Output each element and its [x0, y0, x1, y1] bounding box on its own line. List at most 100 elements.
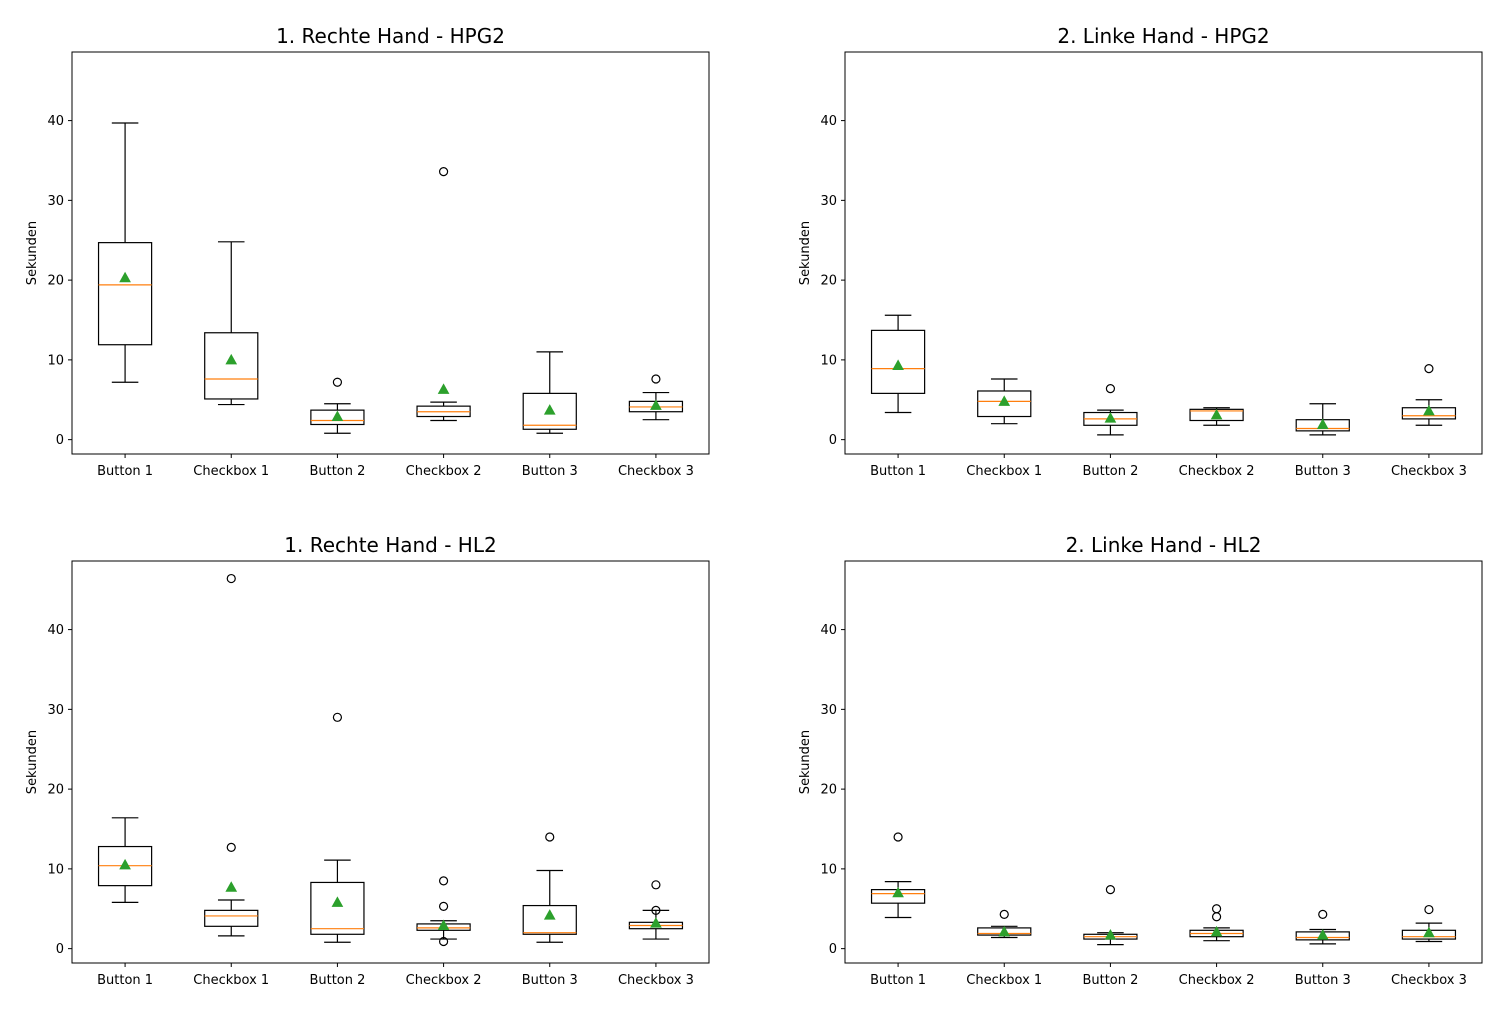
y-axis-label: Sekunden	[798, 730, 813, 794]
x-tick-label: Button 2	[309, 464, 365, 479]
mean-marker	[331, 896, 344, 907]
box-checkbox-2	[416, 167, 471, 422]
x-tick-label: Button 3	[1295, 973, 1351, 988]
outlier-point	[1211, 904, 1222, 914]
box-button-1	[870, 314, 926, 414]
box-checkbox-1	[204, 241, 259, 406]
y-tick-label: 0	[829, 433, 837, 448]
x-tick-label: Checkbox 3	[618, 464, 694, 479]
box-button-3	[1295, 403, 1350, 436]
mean-marker	[437, 919, 450, 931]
x-tick-label: Checkbox 1	[966, 464, 1042, 479]
box-checkbox-3	[628, 374, 684, 421]
box-checkbox-1	[977, 909, 1032, 939]
box-button-3	[522, 832, 577, 943]
y-tick-label: 10	[820, 353, 837, 368]
mean-marker	[119, 858, 131, 870]
mean-marker	[1423, 404, 1435, 416]
y-tick-label: 40	[47, 114, 64, 129]
y-tick-label: 40	[820, 623, 837, 638]
subplot-4: 2. Linke Hand - HL2 Sekunden 0 10 20 30 40 Butt…	[798, 533, 1483, 988]
mean-marker	[543, 404, 556, 415]
mean-marker	[1316, 418, 1329, 429]
outlier-point	[651, 905, 661, 915]
x-tick-label: Checkbox 1	[966, 973, 1042, 988]
x-tick-label: Button 2	[1082, 464, 1138, 479]
x-tick-label: Checkbox 2	[406, 973, 482, 988]
x-tick-label: Button 1	[870, 973, 926, 988]
mean-marker	[650, 399, 662, 410]
outlier-point	[438, 936, 449, 947]
outlier-point	[332, 377, 343, 387]
y-tick-label: 20	[820, 274, 837, 289]
mean-marker	[1104, 412, 1117, 423]
y-tick-label: 20	[820, 783, 837, 798]
subplot-3: 1. Rechte Hand - HL2 Sekunden 0 10 20 30 40 But…	[25, 533, 710, 988]
x-tick-label: Button 3	[1295, 464, 1351, 479]
mean-marker	[119, 271, 131, 283]
x-tick-label: Button 2	[1082, 973, 1138, 988]
axes-frame	[71, 51, 710, 455]
outlier-point	[1211, 912, 1222, 922]
outlier-point	[893, 832, 903, 842]
mean-marker	[1104, 929, 1117, 940]
y-tick-label: 0	[56, 433, 64, 448]
chart-title: 1. Rechte Hand - HPG2	[276, 24, 505, 48]
mean-marker	[892, 886, 904, 898]
chart-title: 2. Linke Hand - HPG2	[1057, 24, 1269, 48]
y-tick-label: 10	[820, 862, 837, 877]
x-tick-label: Button 1	[97, 973, 153, 988]
y-tick-label: 30	[820, 703, 837, 718]
axes-frame	[844, 51, 1483, 455]
iqr-box	[310, 409, 365, 426]
subplot-1: 1. Rechte Hand - HPG2 Sekunden 0 10 20 30 40 Bu…	[25, 24, 710, 479]
x-tick-label: Checkbox 3	[618, 973, 694, 988]
outlier-point	[545, 832, 555, 842]
x-tick-label: Button 3	[522, 973, 578, 988]
outlier-point	[1424, 364, 1434, 374]
chart-title: 1. Rechte Hand - HL2	[284, 533, 496, 557]
y-tick-label: 30	[47, 194, 64, 209]
axes-frame	[71, 560, 710, 964]
outlier-point	[332, 712, 343, 722]
mean-marker	[1210, 925, 1223, 937]
box-button-1	[97, 122, 153, 383]
mean-marker	[892, 359, 904, 370]
iqr-box	[204, 909, 259, 927]
y-tick-label: 0	[829, 942, 837, 957]
box-checkbox-2	[1189, 904, 1244, 942]
axes-frame	[844, 560, 1483, 964]
y-tick-label: 30	[47, 703, 64, 718]
mean-marker	[650, 917, 662, 928]
outlier-point	[1105, 885, 1116, 895]
iqr-box	[977, 390, 1032, 418]
x-tick-label: Checkbox 2	[1179, 464, 1255, 479]
y-axis-label: Sekunden	[25, 221, 40, 285]
box-checkbox-2	[1189, 407, 1244, 426]
y-axis-label: Sekunden	[25, 730, 40, 794]
y-tick-label: 20	[47, 274, 64, 289]
box-checkbox-3	[1401, 904, 1457, 943]
box-button-2	[310, 377, 365, 434]
mean-marker	[543, 909, 556, 920]
iqr-box	[310, 881, 365, 935]
outlier-point	[651, 374, 661, 384]
x-tick-label: Button 2	[309, 973, 365, 988]
outlier-point	[651, 880, 661, 890]
box-button-1	[870, 832, 926, 919]
mean-marker	[1423, 926, 1435, 938]
mean-marker	[225, 353, 238, 365]
box-button-3	[1295, 909, 1350, 945]
y-tick-label: 10	[47, 862, 64, 877]
y-tick-label: 10	[47, 353, 64, 368]
chart-title: 2. Linke Hand - HL2	[1066, 533, 1262, 557]
subplot-2: 2. Linke Hand - HPG2 Sekunden 0 10 20 30 40 But…	[798, 24, 1483, 479]
mean-marker	[225, 881, 238, 892]
x-tick-label: Checkbox 1	[193, 464, 269, 479]
x-tick-label: Checkbox 2	[406, 464, 482, 479]
box-button-2	[1083, 383, 1138, 436]
iqr-box	[522, 392, 577, 430]
mean-marker	[331, 410, 344, 422]
outlier-point	[226, 842, 236, 852]
